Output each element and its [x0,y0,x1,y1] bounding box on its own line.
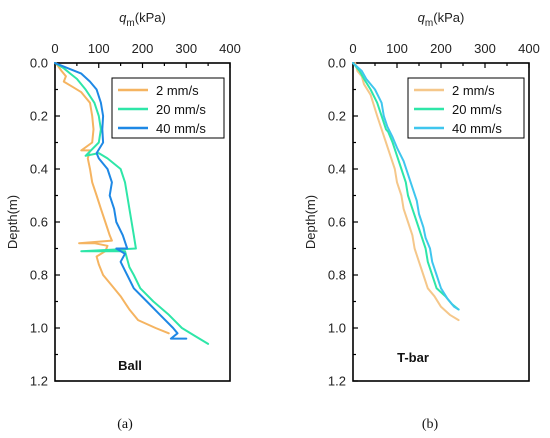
y-tick-label: 1.2 [30,374,48,389]
legend-label: 2 mm/s [156,83,199,98]
series-line-2 [352,62,460,311]
x-axis-subscript: m [425,18,433,29]
y-tick-label: 0.2 [328,109,346,124]
x-tick-label: 300 [175,41,197,56]
y-axis-title: Depth(m) [5,195,20,249]
y-tick-label: 1.0 [328,321,346,336]
x-tick-label: 100 [88,41,110,56]
panel-label: Ball [118,358,142,373]
y-tick-label: 0.2 [30,109,48,124]
y-tick-label: 0.8 [30,268,48,283]
y-tick-label: 0.4 [328,162,346,177]
legend: 2 mm/s 20 mm/s 40 mm/s [111,77,225,139]
x-tick-label: 0 [349,41,356,56]
y-tick-label: 1.0 [30,321,48,336]
chart-panel-1: 0 100 200 300 400 0.0 0.2 0.4 0.6 0.8 1.0 1.2 qm(kPa… [5,10,241,432]
y-tick-label: 0.4 [30,162,48,177]
panel-label: T-bar [397,350,429,365]
x-axis-unit: (kPa) [135,10,166,25]
legend-label: 40 mm/s [452,121,502,136]
y-tick-label: 0.6 [328,215,346,230]
chart-panel-2: 0 100 200 300 400 0.0 0.2 0.4 0.6 0.8 1.0 1.2 qm(kPa… [303,10,540,432]
caption-text: (a) [117,417,133,432]
x-axis-title: qm(kPa) [418,10,465,29]
y-tick-label: 1.2 [328,374,346,389]
x-axis-unit: (kPa) [433,10,464,25]
x-axis-title: qm(kPa) [119,10,166,29]
x-tick-label: 400 [518,41,540,56]
x-axis-symbol: q [119,10,127,25]
panel-caption: (b) [422,417,439,432]
x-tick-label: 200 [430,41,452,56]
y-tick-label: 0.0 [328,56,346,71]
y-tick-label: 0.6 [30,215,48,230]
y-tick-label: 0.0 [30,56,48,71]
panel-caption: (a) [117,417,133,432]
series-line-3 [352,62,460,311]
y-axis-title: Depth(m) [303,195,318,249]
y-tick-label: 0.8 [328,268,346,283]
series-line-3 [54,62,188,340]
x-axis-subscript: m [126,18,134,29]
legend: 2 mm/s 20 mm/s 40 mm/s [407,77,525,139]
x-tick-label: 100 [386,41,408,56]
legend-label: 40 mm/s [156,121,206,136]
x-tick-label: 0 [51,41,58,56]
legend-label: 20 mm/s [156,102,206,117]
series-line-1 [354,62,460,322]
x-tick-label: 200 [132,41,154,56]
legend-label: 2 mm/s [452,83,495,98]
caption-text: (b) [422,417,439,432]
legend-label: 20 mm/s [452,102,502,117]
x-axis-symbol: q [418,10,426,25]
x-tick-label: 300 [474,41,496,56]
series-line-1 [54,62,170,335]
x-tick-label: 400 [219,41,241,56]
series-line-2 [54,62,210,345]
